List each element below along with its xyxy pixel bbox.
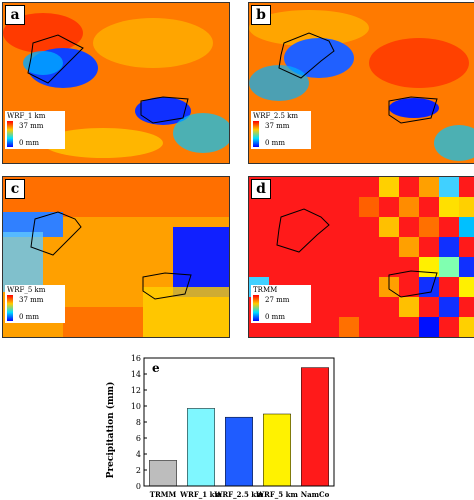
legend: WRF_2.5 km 37 mm 0 mm	[251, 111, 311, 149]
legend: WRF_1 km 37 mm 0 mm	[5, 111, 65, 149]
bar-wrf-2-5-km	[225, 416, 253, 487]
legend: WRF_5 km 37 mm 0 mm	[5, 285, 65, 323]
x-tick-label: TRMM	[150, 490, 177, 499]
legend-max: 37 mm	[19, 296, 44, 304]
legend-min: 0 mm	[265, 139, 285, 147]
bar-trmm	[149, 460, 177, 487]
panel-label: d	[251, 179, 271, 199]
legend-colorbar	[253, 295, 259, 321]
legend-name: WRF_5 km	[7, 286, 46, 294]
panel-label: c	[5, 179, 25, 199]
panel-label: a	[5, 5, 25, 25]
y-tick-label: 0	[136, 482, 141, 491]
y-tick-label: 16	[131, 354, 141, 363]
y-tick-label: 12	[131, 386, 141, 395]
bar-namco	[301, 367, 329, 487]
y-tick-label: 10	[131, 402, 141, 411]
map-panel-c: c WRF_5 km 37 mm 0 mm	[2, 176, 230, 338]
y-tick-label: 14	[131, 370, 141, 379]
panel-label-e: e	[152, 361, 160, 375]
legend-max: 37 mm	[19, 122, 44, 130]
legend-min: 0 mm	[265, 313, 285, 321]
y-tick-label: 4	[136, 450, 141, 459]
y-axis-label: Precipitation (mm)	[105, 382, 116, 479]
bar-wrf-1-km	[187, 408, 215, 487]
legend-max: 27 mm	[265, 296, 290, 304]
x-tick-label: WRF_1 km	[179, 490, 222, 499]
y-tick-label: 6	[136, 434, 141, 443]
legend-name: WRF_1 km	[7, 112, 46, 120]
panel-label: b	[251, 5, 271, 25]
legend-max: 37 mm	[265, 122, 290, 130]
x-tick-label: WRF_2.5 km	[213, 490, 264, 499]
map-panel-d: d TRMM 27 mm 0 mm	[248, 176, 474, 338]
bar-wrf-5-km	[263, 413, 291, 487]
map-panel-a: a WRF_1 km 37 mm 0 mm	[2, 2, 230, 164]
map-panel-b: b WRF_2.5 km 37 mm 0 mm	[248, 2, 474, 164]
legend-name: WRF_2.5 km	[253, 112, 299, 120]
legend-colorbar	[7, 295, 13, 321]
x-tick-label: WRF_5 km	[255, 490, 298, 499]
precip-map-a	[3, 3, 229, 163]
y-tick-label: 8	[136, 418, 141, 427]
legend-colorbar	[253, 121, 259, 147]
legend-colorbar	[7, 121, 13, 147]
legend-min: 0 mm	[19, 139, 39, 147]
y-tick-label: 2	[136, 466, 141, 475]
legend-min: 0 mm	[19, 313, 39, 321]
plot-frame	[143, 357, 335, 487]
legend: TRMM 27 mm 0 mm	[251, 285, 311, 323]
legend-name: TRMM	[253, 286, 278, 294]
x-tick-label: NamCo	[301, 490, 330, 499]
